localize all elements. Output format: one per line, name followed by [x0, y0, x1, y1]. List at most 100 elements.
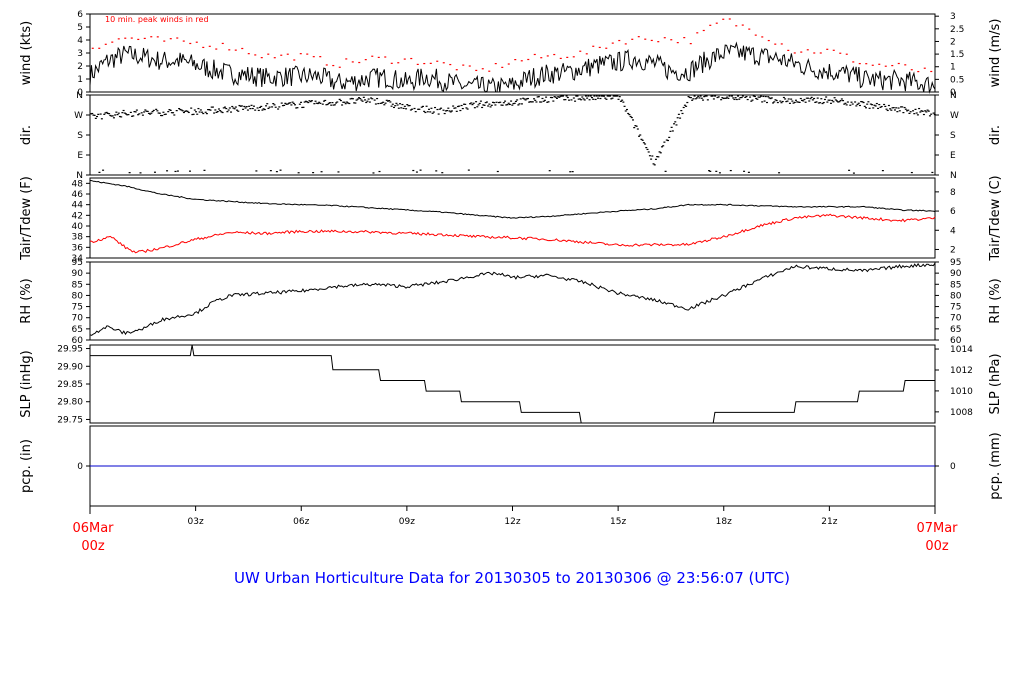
wind-direction-point [528, 101, 531, 103]
wind-direction-point [762, 95, 765, 98]
wind-direction-point [796, 101, 799, 103]
wind-direction-point [150, 112, 153, 114]
wind-direction-point [470, 102, 473, 104]
y-tick-label-left: 42 [72, 211, 83, 221]
wind-direction-point [306, 101, 309, 103]
wind-direction-point [175, 110, 178, 112]
wind-direction-point [354, 102, 357, 104]
y-tick-label-right: 75 [950, 303, 961, 313]
wind-direction-point [915, 112, 918, 114]
wind-peak-mark [748, 28, 751, 30]
wind-direction-point [689, 97, 692, 99]
wind-direction-point [104, 112, 107, 114]
x-tick-label: 18z [716, 517, 732, 527]
wind-direction-point [163, 113, 166, 116]
panel-frame [89, 177, 936, 259]
wind-direction-point [798, 101, 801, 104]
wind-direction-point [321, 103, 324, 105]
wind-direction-point [456, 105, 459, 108]
y-tick-label-left: 6 [77, 10, 83, 20]
wind-direction-point [453, 107, 456, 109]
wind-direction-point [808, 100, 811, 102]
wind-direction-point [904, 108, 907, 110]
wind-direction-point [546, 101, 549, 103]
wind-direction-point [857, 102, 860, 104]
wind-direction-point [147, 112, 150, 115]
y-tick-label-left: 65 [72, 325, 83, 335]
wind-direction-point [860, 100, 863, 103]
x-end-hour-label: 00z [925, 539, 949, 554]
wind-direction-point [167, 111, 170, 113]
wind-direction-point [96, 115, 99, 118]
wind-direction-point [868, 107, 871, 109]
wind-direction-point [341, 104, 344, 106]
wind-direction-point [242, 108, 245, 110]
y-tick-label-left: 29.75 [57, 415, 83, 425]
wind-peak-mark [780, 43, 783, 45]
wind-direction-point [600, 95, 603, 97]
wind-direction-point [740, 96, 743, 99]
wind-direction-point [852, 172, 855, 174]
wind-direction-point [615, 95, 618, 97]
wind-direction-point [359, 97, 362, 100]
y-tick-label-left: 44 [72, 201, 84, 211]
wind-peak-mark [202, 46, 205, 49]
wind-peak-mark [507, 63, 510, 65]
wind-direction-point [343, 101, 346, 103]
wind-direction-point [432, 111, 435, 113]
wind-peak-mark [429, 62, 432, 64]
wind-peak-mark [793, 52, 796, 54]
wind-direction-point [875, 102, 878, 105]
wind-direction-point [355, 99, 358, 101]
wind-peak-mark [891, 64, 894, 67]
y-tick-label-right: 85 [950, 280, 961, 290]
wind-direction-point [598, 95, 601, 97]
wind-peak-mark [455, 69, 458, 71]
wind-direction-point [461, 107, 464, 110]
wind-direction-point [182, 111, 185, 114]
wind-direction-point [302, 106, 305, 108]
wind-peak-mark [111, 41, 114, 43]
wind-direction-point [848, 169, 851, 171]
wind-direction-point [651, 155, 654, 157]
wind-direction-point [744, 96, 747, 99]
wind-peak-mark [299, 53, 302, 55]
wind-direction-point [320, 171, 323, 173]
wind-direction-point [898, 110, 901, 112]
wind-direction-point [856, 103, 859, 105]
wind-direction-point [700, 97, 703, 99]
wind-direction-point [657, 156, 660, 158]
wind-direction-point [727, 97, 730, 99]
wind-direction-point [575, 95, 578, 97]
wind-peak-mark [618, 39, 621, 42]
wind-direction-point [925, 111, 928, 113]
wind-direction-point [127, 113, 130, 116]
wind-direction-point [683, 104, 686, 106]
wind-direction-point [838, 101, 841, 103]
wind-direction-point [102, 169, 105, 171]
wind-direction-point [583, 99, 586, 101]
wind-direction-point [564, 99, 567, 101]
wind-direction-point [635, 125, 638, 127]
wind-direction-point [646, 148, 649, 151]
wind-direction-point [629, 115, 632, 118]
wind-direction-point [553, 96, 556, 98]
y-tick-label-left: 40 [72, 222, 84, 232]
wind-direction-point [128, 172, 131, 174]
y-tick-label-left: S [77, 131, 83, 141]
wind-direction-point [464, 103, 467, 105]
wind-direction-point [106, 112, 109, 115]
wind-direction-point [931, 171, 934, 174]
wind-direction-point [356, 98, 359, 100]
wind-direction-point [406, 104, 409, 106]
wind-direction-point [557, 96, 560, 98]
wind-direction-point [336, 101, 339, 103]
wind-direction-point [191, 113, 194, 116]
wind-direction-point [184, 110, 187, 112]
wind-direction-point [854, 101, 857, 103]
wind-direction-point [344, 103, 347, 105]
wind-direction-point [478, 102, 481, 105]
wind-direction-point [811, 99, 814, 101]
wind-direction-point [886, 109, 889, 112]
wind-direction-point [92, 114, 95, 116]
